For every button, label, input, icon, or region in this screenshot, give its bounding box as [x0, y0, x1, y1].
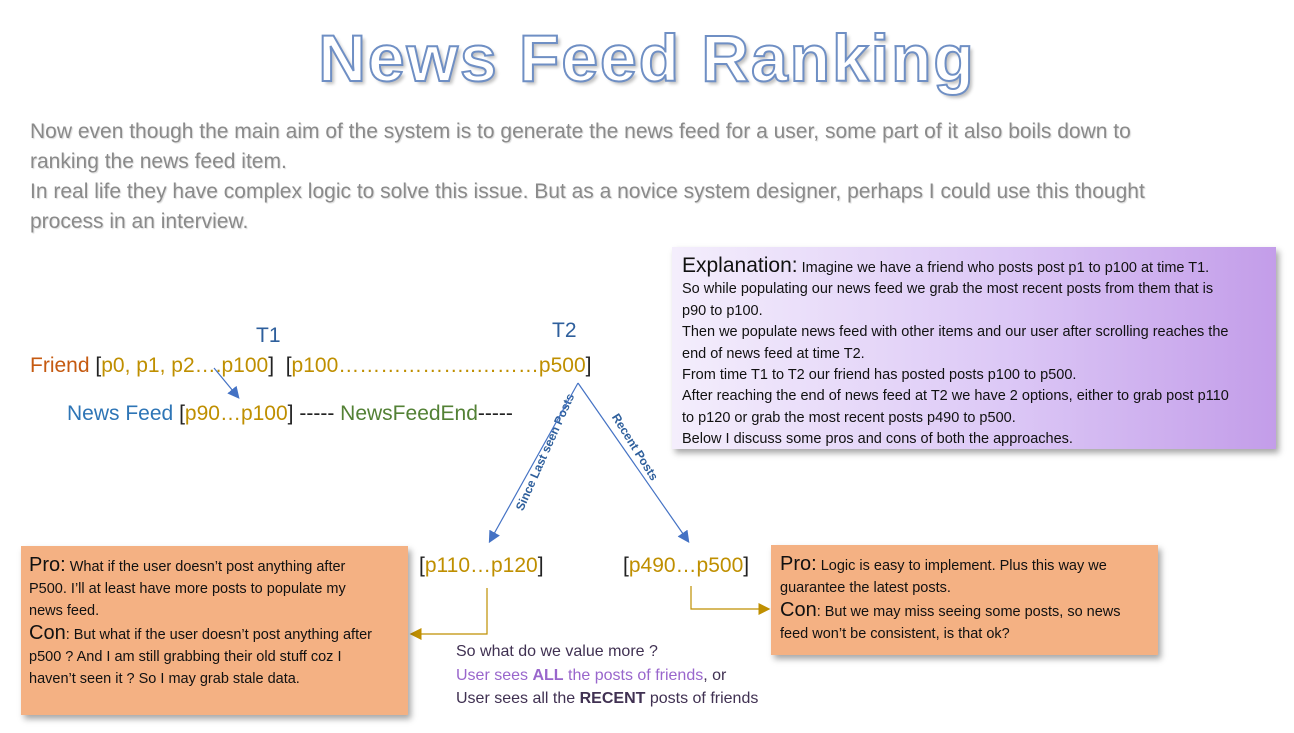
question-text: User sees all the: [456, 690, 580, 707]
con-text: feed won’t be consistent, is that ok?: [780, 626, 1010, 642]
friend-posts: p0, p1, p2….p100: [101, 354, 269, 377]
question-block: So what do we value more ? User sees ALL…: [456, 640, 758, 711]
con-text: p500 ? And I am still grabbing their old…: [29, 649, 342, 665]
explanation-line: p90 to p100.: [682, 302, 763, 319]
explanation-heading: Explanation:: [682, 254, 798, 277]
left-range-to-pro-con-connector: [409, 588, 488, 640]
question-text: User sees: [456, 666, 533, 684]
left-range-posts: p110…p120: [424, 554, 538, 577]
page-title: News Feed Ranking: [317, 20, 976, 96]
friend-label: Friend: [30, 354, 90, 377]
pro-text: guarantee the latest posts.: [780, 580, 951, 596]
intro-line: In real life they have complex logic to …: [30, 180, 1145, 203]
since-last-seen-range: [p110…p120]: [419, 554, 544, 578]
feed-posts: p90…p100: [184, 402, 288, 425]
since-last-seen-pro-con-box: Pro: What if the user doesn’t post anyth…: [21, 546, 408, 715]
recent-range: [p490…p500]: [623, 554, 749, 578]
con-label: Con: [29, 622, 66, 644]
explanation-line: end of news feed at time T2.: [682, 345, 865, 362]
bracket: [: [285, 354, 292, 377]
con-label: Con: [780, 599, 817, 621]
bracket: [: [179, 402, 185, 425]
since-last-seen-arrow: [488, 382, 579, 544]
intro-text: Now even though the main aim of the syst…: [30, 117, 1280, 237]
pro-label: Pro:: [780, 553, 817, 575]
question-line: User sees all the RECENT posts of friend…: [456, 687, 758, 711]
t2-label: T2: [552, 319, 577, 342]
right-range-posts: p490…p500: [628, 554, 744, 577]
bracket: ]: [268, 354, 275, 377]
intro-line: Now even though the main aim of the syst…: [30, 120, 1131, 143]
bracket: ]: [287, 402, 294, 425]
friend-posts-row: Friend [p0, p1, p2….p100] [p100………………..……: [30, 354, 592, 378]
t1-to-feed-arrow: [213, 367, 240, 399]
recent-posts-pro-con-box: Pro: Logic is easy to implement. Plus th…: [771, 545, 1158, 655]
bracket: ]: [743, 554, 750, 577]
explanation-line: to p120 or grab the most recent posts p4…: [682, 409, 1016, 426]
bracket: [: [623, 554, 629, 577]
intro-line: ranking the news feed item.: [30, 150, 287, 173]
intro-line: process in an interview.: [30, 210, 249, 233]
question-emphasis: ALL: [532, 666, 564, 684]
dashes: -----: [299, 402, 335, 425]
pro-label: Pro:: [29, 554, 66, 576]
question-text: posts of friends: [645, 690, 759, 707]
explanation-line: Then we populate news feed with other it…: [682, 324, 1229, 341]
dashes: -----: [477, 402, 513, 425]
explanation-line: From time T1 to T2 our friend has posted…: [682, 367, 1077, 384]
con-text: haven’t seen it ? So I may grab stale da…: [29, 671, 300, 687]
explanation-line: So while populating our news feed we gra…: [682, 281, 1214, 298]
pro-text: Logic is easy to implement. Plus this wa…: [820, 558, 1107, 574]
news-feed-label: News Feed: [67, 402, 174, 425]
question-emphasis: RECENT: [579, 690, 646, 707]
bracket: ]: [585, 354, 592, 377]
con-text: : But we may miss seeing some posts, so …: [816, 604, 1121, 620]
question-line: User sees ALL the posts of friends, or: [456, 664, 758, 688]
feed-end-label: NewsFeedEnd: [340, 402, 478, 425]
bracket: [: [419, 554, 425, 577]
t1-label: T1: [256, 324, 281, 347]
explanation-box: Explanation: Imagine we have a friend wh…: [672, 247, 1276, 449]
question-text: , or: [703, 666, 727, 684]
bracket: ]: [537, 554, 544, 577]
recent-posts-arrow: [577, 382, 690, 543]
right-range-to-pro-con-connector: [690, 586, 771, 615]
news-feed-row: News Feed [p90…p100] ----- NewsFeedEnd--…: [67, 402, 513, 426]
pro-text: What if the user doesn’t post anything a…: [69, 559, 346, 575]
explanation-line: After reaching the end of news feed at T…: [682, 388, 1229, 405]
question-line: So what do we value more ?: [456, 643, 658, 660]
con-text: : But what if the user doesn’t post anyt…: [65, 627, 372, 643]
pro-text: news feed.: [29, 603, 100, 619]
pro-text: P500. I’ll at least have more posts to p…: [29, 581, 346, 597]
explanation-line: Imagine we have a friend who posts post …: [801, 260, 1210, 276]
later-posts: p100………………..………p500: [291, 354, 586, 377]
bracket: [: [95, 354, 102, 377]
explanation-line: Below I discuss some pros and cons of bo…: [682, 431, 1073, 448]
question-text: the posts of friends: [563, 666, 704, 684]
